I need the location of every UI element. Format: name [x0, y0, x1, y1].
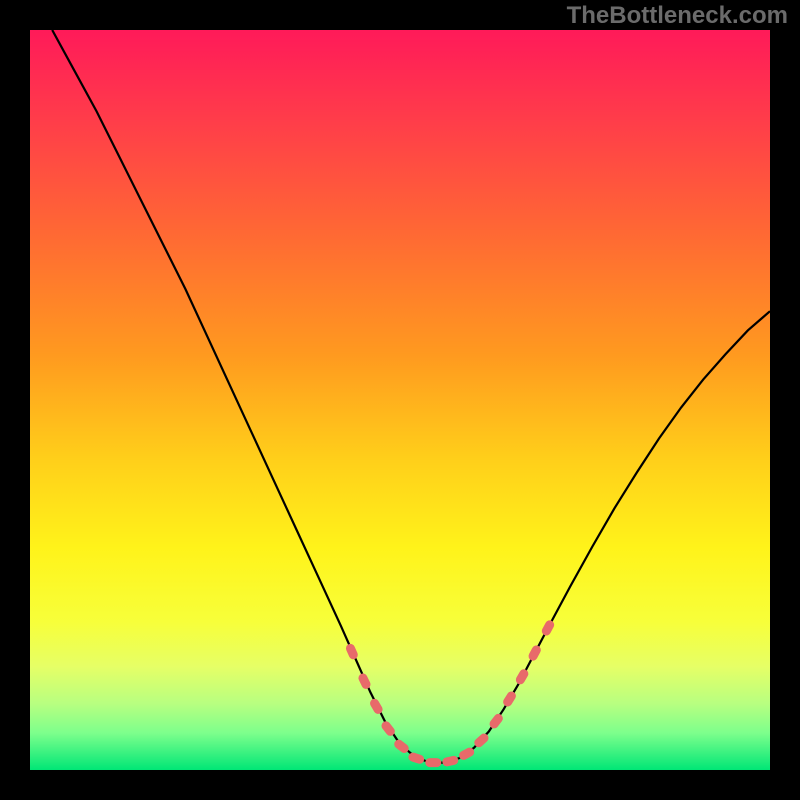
watermark-text: TheBottleneck.com — [567, 2, 788, 29]
chart-frame: TheBottleneck.com — [0, 0, 800, 800]
gradient-background — [30, 30, 770, 770]
bottleneck-curve-chart: TheBottleneck.com — [0, 0, 800, 800]
optimal-marker — [425, 758, 441, 767]
